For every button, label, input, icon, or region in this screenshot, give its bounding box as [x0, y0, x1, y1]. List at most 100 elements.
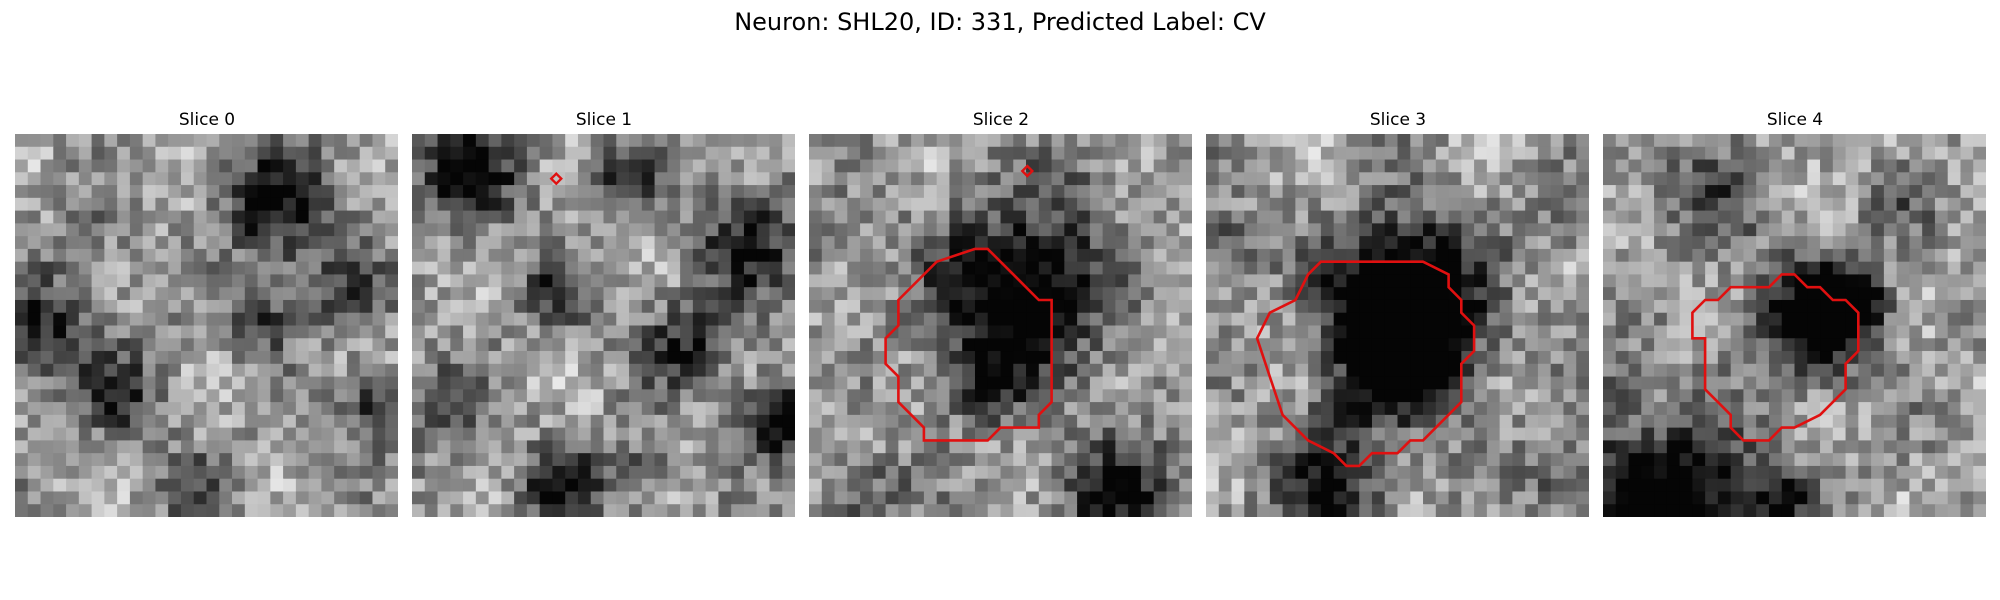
pixel-cell: [1679, 261, 1693, 276]
pixel-cell: [1909, 185, 1923, 199]
pixel-cell: [1883, 453, 1898, 467]
pixel-cell: [1423, 197, 1437, 212]
pixel-cell: [1384, 491, 1399, 505]
pixel-cell: [654, 197, 668, 212]
pixel-cell: [412, 351, 426, 365]
pixel-cell: [1896, 414, 1910, 429]
pixel-cell: [1333, 287, 1348, 301]
pixel-cell: [1807, 274, 1821, 288]
pixel-cell: [1486, 172, 1501, 186]
pixel-cell: [526, 402, 541, 416]
pixel-cell: [1820, 325, 1834, 339]
pixel-cell: [769, 223, 783, 237]
pixel-cell: [756, 159, 771, 173]
pixel-cell: [1397, 491, 1411, 505]
pixel-cell: [1435, 440, 1450, 454]
pixel-cell: [1423, 134, 1437, 148]
pixel-cell: [270, 325, 284, 339]
pixel-cell: [1922, 172, 1936, 186]
pixel-cell: [1794, 210, 1808, 224]
pixel-cell: [1883, 287, 1898, 301]
pixel-cell: [1934, 389, 1949, 403]
pixel-cell: [346, 491, 361, 505]
pixel-cell: [1064, 363, 1078, 378]
pixel-cell: [962, 146, 976, 161]
pixel-cell: [1641, 159, 1655, 173]
pixel-cell: [1077, 223, 1091, 237]
pixel-cell: [270, 440, 284, 454]
pixel-cell: [1038, 197, 1053, 212]
pixel-cell: [1461, 427, 1475, 441]
pixel-cell: [1896, 159, 1910, 173]
pixel-cell: [168, 287, 182, 301]
pixel-cell: [577, 159, 592, 173]
pixel-cell: [1244, 236, 1258, 250]
pixel-cell: [129, 465, 144, 480]
pixel-cell: [1858, 146, 1872, 161]
pixel-cell: [603, 185, 617, 199]
pixel-cell: [1026, 478, 1040, 493]
pixel-cell: [104, 134, 118, 148]
pixel-cell: [1128, 261, 1142, 276]
pixel-cell: [1537, 274, 1552, 288]
pixel-cell: [501, 363, 515, 378]
pixel-cell: [1845, 478, 1859, 493]
pixel-cell: [1858, 248, 1872, 263]
pixel-cell: [936, 504, 951, 517]
pixel-cell: [565, 312, 579, 327]
pixel-cell: [1257, 491, 1271, 505]
pixel-cell: [1666, 351, 1681, 365]
pixel-cell: [1153, 134, 1168, 148]
pixel-cell: [1179, 351, 1192, 365]
pixel-cell: [847, 338, 861, 352]
pixel-cell: [15, 236, 29, 250]
pixel-cell: [1858, 427, 1872, 441]
pixel-cell: [1525, 465, 1539, 480]
pixel-cell: [1051, 402, 1065, 416]
pixel-cell: [692, 414, 707, 429]
pixel-cell: [577, 389, 592, 403]
pixel-cell: [987, 236, 1002, 250]
pixel-cell: [1038, 427, 1053, 441]
pixel-cell: [692, 478, 707, 493]
pixel-cell: [1537, 351, 1552, 365]
pixel-cell: [1641, 299, 1655, 314]
pixel-cell: [270, 351, 284, 365]
pixel-cell: [1883, 172, 1898, 186]
pixel-cell: [1934, 312, 1949, 327]
pixel-cell: [283, 146, 297, 161]
pixel-cell: [1371, 159, 1386, 173]
pixel-cell: [117, 287, 131, 301]
pixel-cell: [1883, 210, 1898, 224]
pixel-cell: [321, 172, 335, 186]
pixel-cell: [1128, 440, 1142, 454]
pixel-cell: [1641, 172, 1655, 186]
pixel-cell: [1537, 159, 1552, 173]
pixel-cell: [1550, 338, 1565, 352]
pixel-cell: [949, 363, 963, 378]
pixel-cell: [359, 465, 374, 480]
pixel-cell: [1448, 312, 1462, 327]
pixel-cell: [923, 465, 938, 480]
pixel-cell: [155, 351, 169, 365]
pixel-cell: [1628, 402, 1642, 416]
pixel-cell: [1768, 261, 1783, 276]
pixel-cell: [809, 248, 823, 263]
pixel-cell: [1051, 261, 1065, 276]
pixel-cell: [27, 261, 42, 276]
pixel-cell: [756, 478, 771, 493]
pixel-cell: [53, 159, 67, 173]
pixel-cell: [501, 248, 515, 263]
pixel-cell: [1218, 185, 1233, 199]
pixel-cell: [1654, 287, 1668, 301]
pixel-cell: [629, 197, 643, 212]
pixel-cell: [295, 453, 310, 467]
pixel-cell: [718, 287, 732, 301]
pixel-cell: [129, 197, 144, 212]
pixel-cell: [769, 299, 783, 314]
pixel-cell: [565, 159, 579, 173]
pixel-cell: [1499, 134, 1513, 148]
pixel-cell: [1807, 312, 1821, 327]
pixel-cell: [1807, 351, 1821, 365]
pixel-cell: [27, 197, 42, 212]
